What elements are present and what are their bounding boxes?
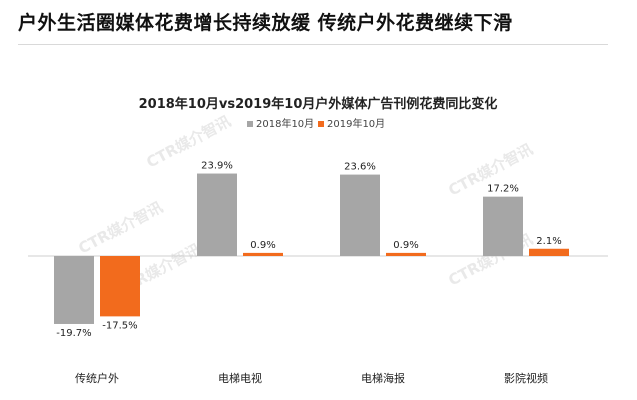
bar-1-0: [197, 173, 237, 256]
bar-0-0: [54, 256, 94, 324]
value-label-2-0: 23.6%: [344, 162, 376, 173]
category-label-0: 传统户外: [75, 371, 119, 385]
headline-divider: [18, 44, 608, 45]
category-label-2: 电梯海报: [361, 371, 405, 385]
legend-label-1: 2019年10月: [327, 117, 385, 130]
bars-group: [54, 173, 569, 324]
value-label-0-0: -19.7%: [56, 328, 91, 339]
value-label-1-1: 0.9%: [250, 240, 275, 251]
chart-title: 2018年10月vs2019年10月户外媒体广告刊例花费同比变化: [139, 96, 498, 112]
category-label-1: 电梯电视: [218, 371, 262, 385]
value-label-2-1: 0.9%: [393, 240, 418, 251]
value-label-3-1: 2.1%: [536, 236, 561, 247]
category-labels-group: 传统户外 电梯电视 电梯海报 影院视频: [75, 371, 548, 385]
bar-1-1: [243, 252, 283, 256]
bar-3-0: [483, 196, 523, 256]
value-labels-group: -19.7% -17.5% 23.9% 0.9% 23.6% 0.9% 17.2% 2.1%: [56, 161, 561, 339]
value-label-1-0: 23.9%: [201, 161, 233, 172]
bar-2-1: [386, 252, 426, 256]
bar-2-0: [340, 174, 380, 256]
legend-swatch-0: [247, 121, 253, 127]
legend-swatch-1: [318, 121, 324, 127]
bar-0-1: [100, 256, 140, 317]
watermark-2: CTR媒介智讯: [75, 198, 165, 257]
legend-label-0: 2018年10月: [256, 117, 314, 130]
bar-3-1: [529, 248, 569, 256]
slide-headline: 户外生活圈媒体花费增长持续放缓 传统户外花费继续下滑: [18, 12, 513, 34]
value-label-3-0: 17.2%: [487, 184, 519, 195]
value-label-0-1: -17.5%: [102, 320, 137, 331]
category-label-3: 影院视频: [504, 371, 548, 385]
legend: 2018年10月 2019年10月: [247, 117, 385, 130]
